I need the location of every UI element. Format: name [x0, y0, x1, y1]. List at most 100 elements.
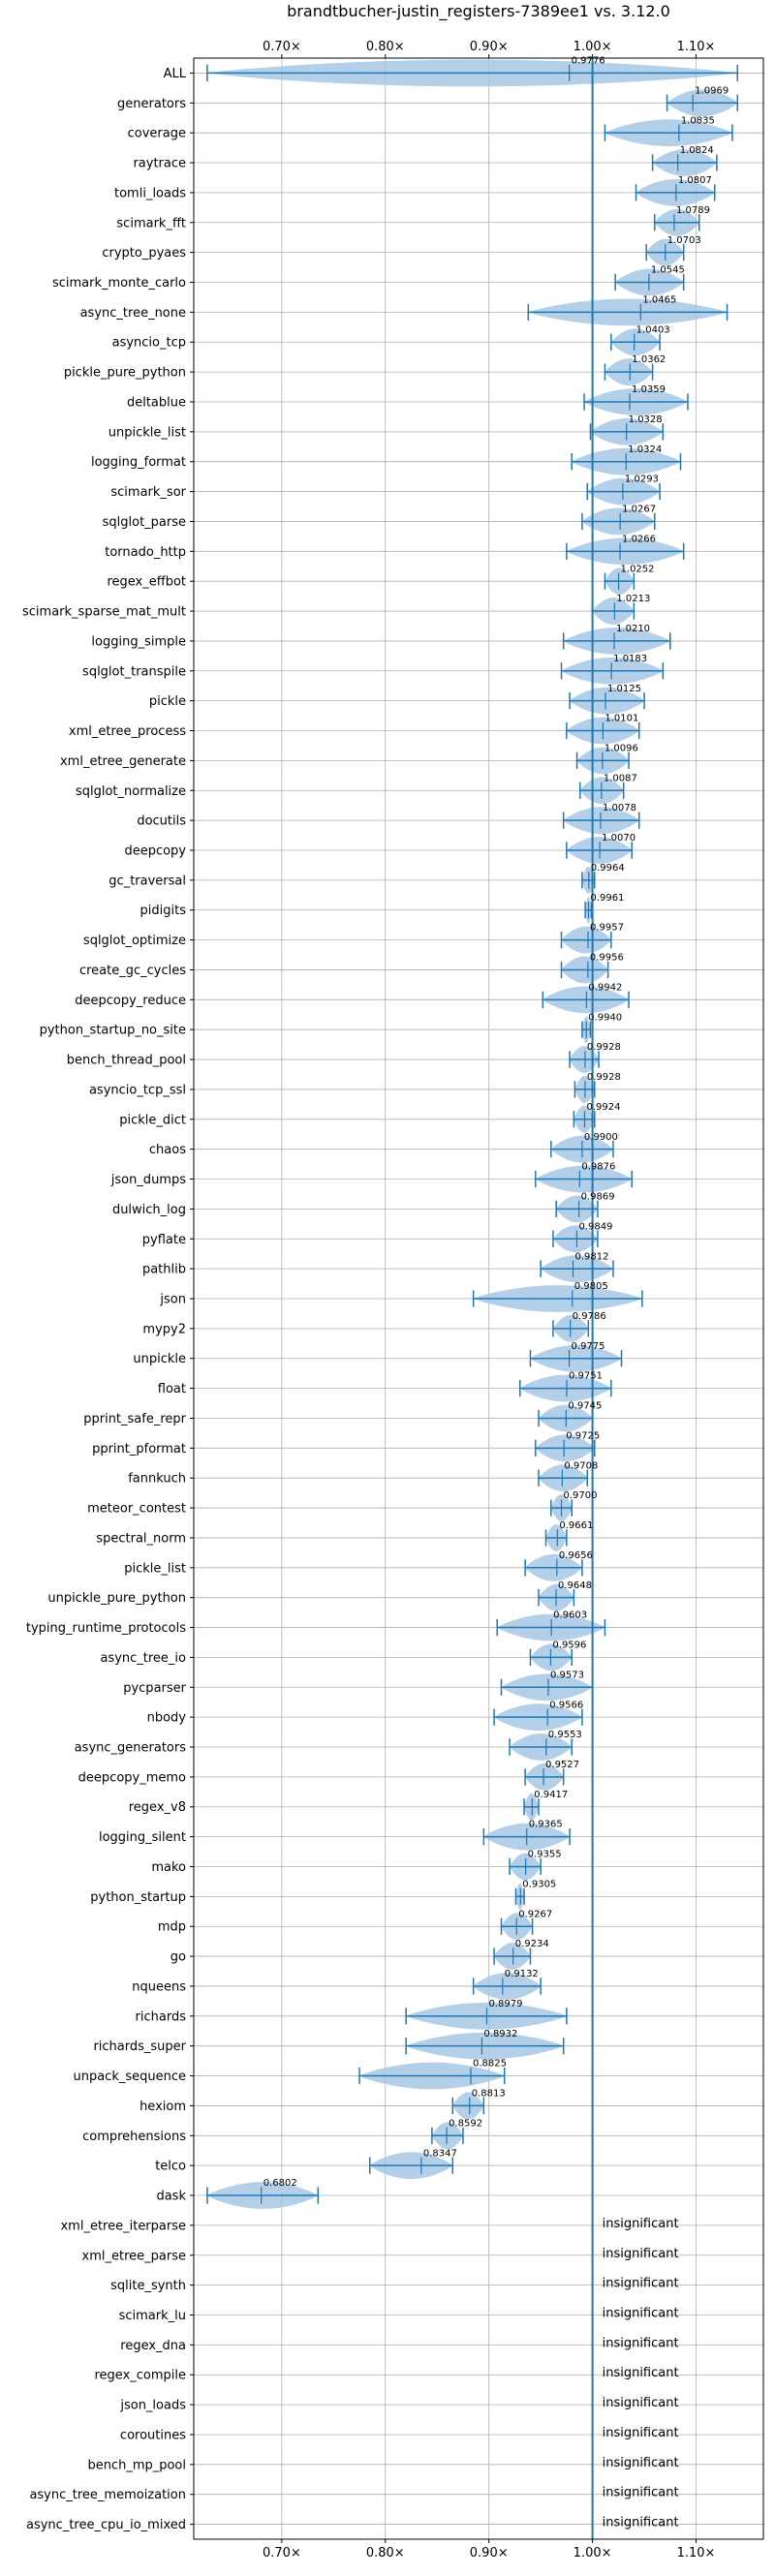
value-label: 1.0403 [636, 324, 670, 335]
value-label: 0.9708 [564, 1460, 598, 1471]
value-label: 1.0328 [629, 414, 663, 425]
benchmark-label: richards [136, 2009, 187, 2024]
value-label: 1.0969 [695, 85, 728, 96]
benchmark-label: hexiom [140, 2100, 186, 2114]
insignificant-label: insignificant [603, 2516, 679, 2530]
x-tick-label-bottom: 0.80× [366, 2546, 405, 2561]
value-label: 0.9573 [550, 1670, 584, 1680]
insignificant-label: insignificant [603, 2217, 679, 2231]
benchmark-label: mako [151, 1860, 186, 1875]
value-label: 0.8979 [488, 1999, 522, 2009]
benchmark-label: json_dumps [110, 1173, 186, 1187]
value-label: 0.9656 [559, 1550, 593, 1561]
benchmark-label: fannkuch [128, 1472, 186, 1487]
benchmark-label: sqlglot_parse [103, 515, 186, 530]
value-label: 1.0465 [642, 294, 676, 305]
value-label: 1.0210 [616, 624, 650, 634]
benchmark-label: async_generators [75, 1741, 187, 1756]
value-label: 0.9417 [534, 1790, 568, 1800]
value-label: 0.9527 [545, 1760, 579, 1770]
benchmark-label: deepcopy_memo [78, 1770, 186, 1785]
value-label: 1.0362 [632, 354, 666, 365]
insignificant-label: insignificant [603, 2247, 679, 2261]
benchmark-label: comprehensions [82, 2130, 186, 2144]
plot-frame [193, 57, 764, 2540]
value-label: 0.9961 [590, 893, 624, 904]
x-tick-label-top: 1.10× [677, 40, 716, 54]
value-label: 0.9603 [553, 1610, 587, 1621]
x-tick-label-top: 0.70× [263, 40, 301, 54]
value-label: 0.9661 [559, 1520, 593, 1531]
insignificant-label: insignificant [603, 2336, 679, 2350]
value-label: 0.9775 [572, 1341, 605, 1352]
benchmark-label: docutils [137, 814, 186, 829]
benchmark-label: dulwich_log [112, 1203, 186, 1217]
benchmark-label: ALL [164, 67, 187, 81]
value-label: 1.0096 [604, 744, 638, 754]
value-label: 0.6802 [264, 2178, 297, 2189]
value-label: 0.9700 [564, 1490, 598, 1501]
value-label: 1.0213 [616, 594, 650, 604]
value-label: 1.0183 [613, 654, 647, 664]
insignificant-label: insignificant [603, 2486, 679, 2500]
value-label: 0.8932 [483, 2029, 517, 2039]
value-label: 1.0293 [625, 475, 659, 485]
value-label: 0.9940 [588, 1012, 622, 1023]
value-label: 1.0359 [632, 384, 666, 395]
benchmark-label: crypto_pyaes [102, 246, 186, 261]
benchmark-label: nbody [147, 1711, 187, 1726]
value-label: 1.0807 [678, 175, 712, 186]
benchmark-label: sqlglot_optimize [83, 934, 186, 948]
value-label: 0.9596 [552, 1641, 586, 1651]
insignificant-label: insignificant [603, 2426, 679, 2440]
benchmark-label: sqlglot_normalize [76, 784, 186, 799]
value-label: 0.9355 [528, 1850, 562, 1860]
benchmark-label: scimark_lu [119, 2309, 186, 2323]
benchmark-label: unpickle [133, 1352, 186, 1366]
benchmark-label: deepcopy [124, 843, 186, 858]
value-label: 0.9305 [522, 1879, 556, 1889]
value-label: 0.9869 [581, 1192, 615, 1203]
x-tick-label-bottom: 1.00× [574, 2546, 612, 2561]
value-label: 1.0703 [667, 235, 701, 246]
benchmark-label: tomli_loads [114, 186, 186, 200]
benchmark-label: unpickle_pure_python [47, 1591, 186, 1606]
benchmark-label: regex_dna [120, 2339, 186, 2353]
benchmark-label: logging_silent [99, 1830, 186, 1845]
benchmark-label: nqueens [132, 1979, 186, 1994]
benchmark-label: json_loads [119, 2399, 186, 2413]
benchmark-label: unpack_sequence [73, 2070, 186, 2084]
value-label: 1.0125 [607, 684, 641, 694]
value-label: 1.0266 [622, 534, 656, 544]
value-label: 0.9812 [575, 1251, 609, 1262]
value-label: 0.9751 [569, 1371, 603, 1382]
benchmark-label: scimark_sor [110, 485, 186, 500]
value-label: 0.9725 [566, 1430, 600, 1441]
benchmark-label: pickle_list [124, 1561, 186, 1576]
value-label: 0.8347 [423, 2148, 457, 2159]
benchmark-label: typing_runtime_protocols [26, 1621, 186, 1636]
value-label: 0.9805 [574, 1281, 608, 1292]
value-label: 1.0252 [621, 564, 655, 574]
value-label: 0.9648 [558, 1580, 592, 1591]
value-label: 0.9365 [529, 1820, 563, 1830]
x-tick-label-bottom: 0.90× [470, 2546, 509, 2561]
value-label: 1.0324 [628, 445, 662, 455]
benchmark-label: pidigits [140, 904, 187, 918]
value-label: 0.9745 [568, 1401, 602, 1412]
benchmark-label: raytrace [133, 157, 186, 171]
benchmark-label: scimark_sparse_mat_mult [22, 605, 186, 620]
benchmark-label: logging_format [91, 455, 186, 470]
benchmark-label: pickle [149, 694, 186, 709]
value-label: 0.9924 [586, 1102, 620, 1113]
benchmark-label: unpickle_list [108, 425, 186, 440]
benchmark-label: json [159, 1293, 186, 1307]
insignificant-label: insignificant [603, 2366, 679, 2380]
x-tick-label-top: 0.90× [470, 40, 509, 54]
benchmark-label: bench_mp_pool [87, 2458, 186, 2472]
benchmark-label: xml_etree_process [69, 724, 186, 739]
benchmark-label: xml_etree_generate [60, 754, 186, 769]
value-label: 0.9900 [584, 1132, 618, 1143]
violin-layer [206, 58, 739, 2539]
